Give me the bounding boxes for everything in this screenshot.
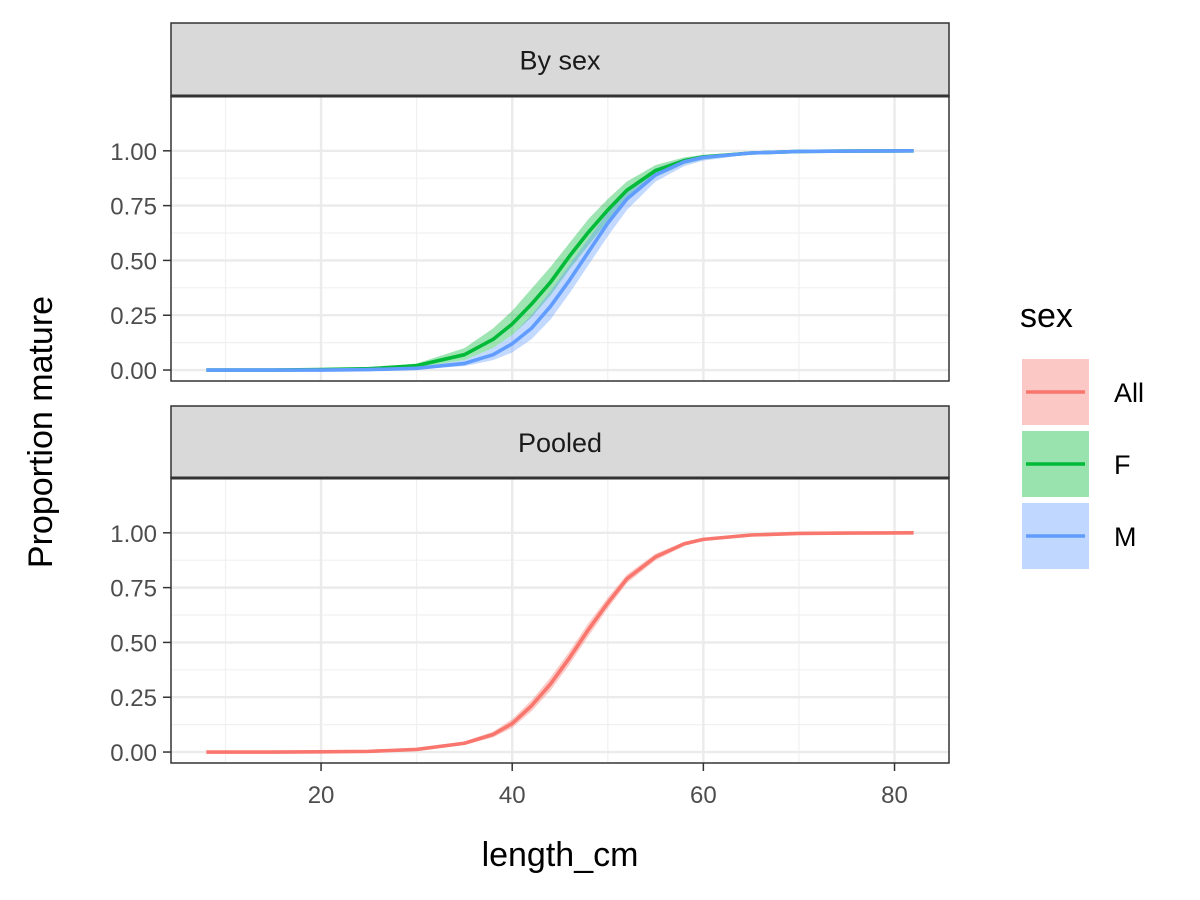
x-tick-label: 40 [499, 782, 526, 809]
y-axis-title: Proportion mature [22, 296, 60, 568]
legend-label: M [1114, 522, 1137, 552]
y-tick-label: 0.75 [110, 576, 157, 603]
y-tick-label: 0.50 [110, 630, 157, 657]
y-tick-label: 1.00 [110, 139, 157, 166]
panel-1: Pooled 0.00 0.25 0.50 0.75 1.00 [110, 405, 950, 767]
facet-strip-label: By sex [519, 46, 601, 76]
y-tick-label: 1.00 [110, 521, 157, 548]
x-tick-label: 60 [690, 782, 717, 809]
facet-strip [170, 405, 950, 479]
y-tick-label: 0.50 [110, 248, 157, 275]
panel-0: By sex 0.00 0.25 0.50 0.75 1.00 [110, 22, 950, 385]
legend-item-All: All [1022, 359, 1144, 425]
legend-item-M: M [1022, 503, 1137, 569]
legend-label: All [1114, 378, 1144, 408]
series-line-M [206, 149, 914, 372]
y-tick-label: 0.25 [110, 303, 157, 330]
legend-item-F: F [1022, 431, 1131, 497]
panel-background [171, 96, 949, 381]
y-tick-label: 0.00 [110, 358, 157, 385]
confidence-ribbon-F [206, 150, 914, 371]
y-tick-label: 0.00 [110, 740, 157, 767]
facet-panels: By sex 0.00 0.25 0.50 0.75 1.00 Pooled 0.00 0.25… [110, 22, 950, 767]
y-tick-label: 0.75 [110, 194, 157, 221]
legend: sex All F M [1020, 297, 1144, 569]
facet-strip [170, 22, 950, 97]
facet-strip-label: Pooled [518, 428, 602, 458]
x-tick-label: 20 [308, 782, 335, 809]
x-tick-label: 80 [881, 782, 908, 809]
x-axis-title: length_cm [482, 836, 639, 874]
y-tick-label: 0.25 [110, 685, 157, 712]
legend-title: sex [1020, 297, 1073, 335]
legend-label: F [1114, 450, 1131, 480]
series-line-All [206, 531, 914, 754]
panel-background [171, 478, 949, 763]
x-axis: 20 40 60 80 [308, 763, 908, 809]
